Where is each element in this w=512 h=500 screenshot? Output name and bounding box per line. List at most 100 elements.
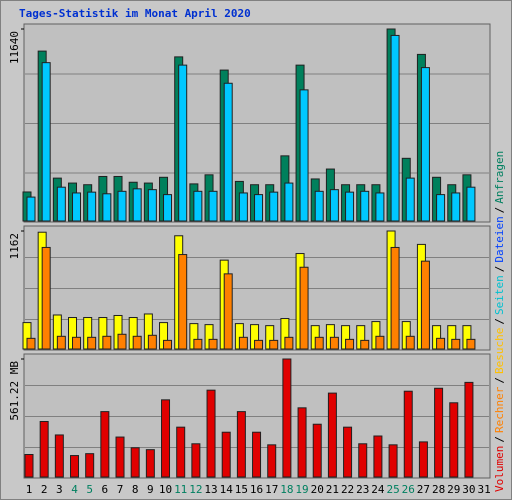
bar	[451, 338, 461, 350]
bar	[223, 273, 233, 350]
chart-title: Tages-Statistik im Monat April 2020	[19, 7, 251, 20]
bar	[132, 188, 142, 222]
bar	[238, 192, 248, 222]
x-tick-label: 25	[386, 483, 399, 496]
bar	[87, 336, 97, 350]
x-tick-label: 16	[250, 483, 263, 496]
bar	[284, 182, 294, 222]
bar	[54, 434, 64, 478]
bar	[466, 186, 476, 222]
bar	[24, 454, 34, 478]
bar	[464, 381, 474, 478]
bar	[176, 426, 186, 478]
bar	[208, 338, 218, 350]
bar	[100, 411, 110, 478]
x-tick-label: 24	[371, 483, 385, 496]
bar	[436, 337, 446, 350]
bar	[221, 431, 231, 478]
bar	[26, 337, 36, 350]
x-tick-label: 28	[432, 483, 445, 496]
bar	[420, 260, 430, 350]
bar	[405, 177, 415, 222]
bar	[282, 358, 292, 478]
x-tick-label: 31	[477, 483, 490, 496]
x-tick-label: 2	[41, 483, 48, 496]
bar	[449, 402, 459, 478]
x-tick-label: 21	[326, 483, 339, 496]
bar	[314, 190, 324, 222]
bar	[284, 336, 294, 350]
bar	[147, 189, 157, 222]
x-tick-label: 1	[26, 483, 33, 496]
bar	[115, 436, 125, 478]
bar	[360, 339, 370, 350]
bar	[434, 387, 444, 478]
legend-entry: Volumen	[493, 446, 506, 492]
x-tick-label: 23	[356, 483, 369, 496]
bar	[312, 423, 322, 478]
x-tick-label: 3	[56, 483, 63, 496]
bar	[102, 193, 112, 222]
x-tick-label: 9	[147, 483, 154, 496]
bar	[269, 339, 279, 350]
bar	[451, 192, 461, 222]
bar	[345, 338, 355, 350]
bar	[420, 67, 430, 222]
x-tick-label: 15	[235, 483, 248, 496]
bar	[343, 426, 353, 478]
legend-entry: Seiten	[493, 275, 506, 315]
bar	[206, 389, 216, 478]
bar	[345, 191, 355, 222]
legend-entry: Rechner	[493, 386, 506, 433]
legend-entry: Anfragen	[493, 151, 506, 204]
bar	[329, 336, 339, 350]
bar	[360, 190, 370, 222]
x-tick-label: 29	[447, 483, 460, 496]
bar	[56, 335, 66, 350]
x-tick-label: 13	[204, 483, 217, 496]
bar	[373, 435, 383, 478]
bar	[390, 34, 400, 222]
bar	[299, 89, 309, 222]
bar	[436, 194, 446, 222]
legend-separator: /	[493, 266, 506, 273]
x-tick-label: 12	[189, 483, 202, 496]
bar	[130, 447, 140, 478]
bar	[236, 411, 246, 478]
y-tick-label: 11640	[8, 31, 21, 64]
bar	[466, 338, 476, 350]
x-tick-label: 10	[159, 483, 172, 496]
x-tick-label: 6	[102, 483, 109, 496]
bar	[70, 455, 80, 478]
bar	[193, 190, 203, 222]
bar	[267, 444, 277, 478]
bar	[117, 333, 127, 350]
bar	[314, 336, 324, 350]
y-tick-label: 1162	[8, 233, 21, 260]
legend-separator: /	[493, 207, 506, 214]
bar	[405, 335, 415, 350]
x-tick-label: 27	[417, 483, 430, 496]
x-tick-label: 19	[295, 483, 308, 496]
legend-entry: Dateien	[493, 216, 506, 262]
bar	[299, 266, 309, 350]
y-tick-label: 561.22 MB	[8, 361, 21, 421]
bar	[41, 246, 51, 350]
bar	[85, 453, 95, 478]
x-tick-label: 4	[71, 483, 78, 496]
bar	[254, 339, 264, 350]
bar	[375, 335, 385, 350]
x-tick-label: 14	[220, 483, 234, 496]
bar	[191, 443, 201, 478]
bar	[72, 336, 82, 350]
bar	[375, 192, 385, 222]
legend-entry: Besuche	[493, 328, 506, 374]
bar	[178, 64, 188, 222]
legend: Volumen / Rechner / Besuche / Seiten / Dateien / A…	[493, 151, 506, 492]
x-tick-label: 18	[280, 483, 293, 496]
x-tick-label: 11	[174, 483, 187, 496]
bar	[163, 194, 173, 222]
bar	[223, 82, 233, 222]
bar	[238, 336, 248, 350]
